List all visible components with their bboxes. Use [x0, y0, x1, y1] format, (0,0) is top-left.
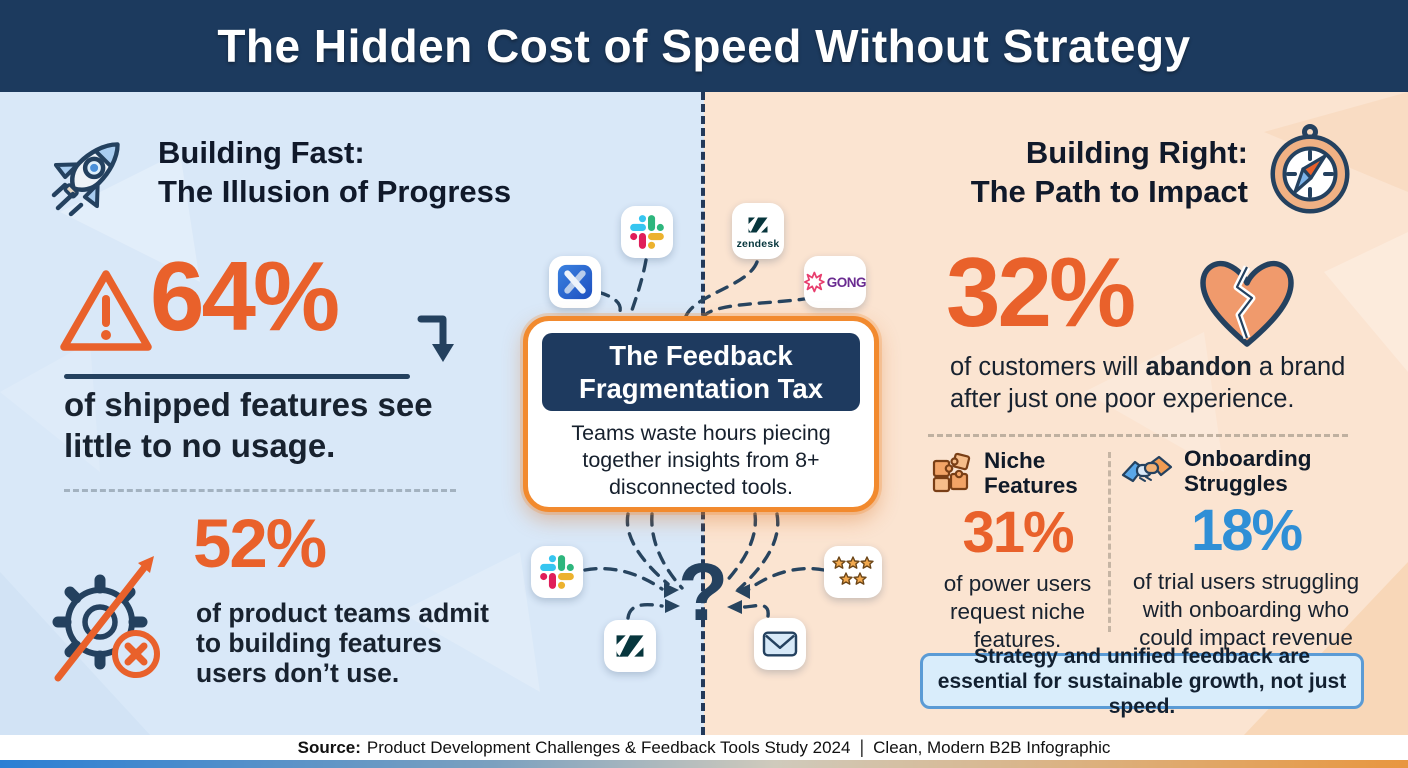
source-text: Product Development Challenges & Feedbac…	[366, 737, 851, 757]
card-title: The Feedback Fragmentation Tax	[542, 333, 860, 411]
source-label: Source:	[297, 737, 361, 757]
page-title: The Hidden Cost of Speed Without Strateg…	[217, 20, 1191, 72]
right-dashed-separator	[928, 434, 1348, 437]
down-arrow-icon	[417, 315, 454, 362]
column-dashed-divider	[1108, 452, 1111, 632]
question-mark: ?	[677, 547, 729, 638]
zendesk-tile-bottom	[604, 620, 656, 672]
footer-bar: Source: Product Development Challenges &…	[0, 735, 1408, 760]
fragmentation-tax-card: The Feedback Fragmentation Tax Teams was…	[523, 316, 879, 512]
stat-31-value: 31%	[962, 500, 1074, 565]
compass-icon	[1270, 124, 1350, 214]
star-reviews-icon	[832, 556, 874, 585]
zendesk-tile-top: zendesk	[732, 203, 784, 259]
stat-64-value: 64%	[150, 241, 340, 351]
gear-cross-icon	[52, 556, 160, 682]
niche-features-column: Niche Features 31% of power users reques…	[930, 448, 1105, 654]
onboarding-struggles-label: Onboarding Struggles	[1184, 446, 1312, 496]
stat-31-description: of power users request niche features.	[943, 571, 1092, 652]
bottom-gradient-bar	[0, 760, 1408, 768]
footer-separator: |	[859, 737, 865, 757]
left-heading-line2: The Illusion of Progress	[158, 174, 512, 209]
zendesk-label: zendesk	[736, 237, 780, 250]
email-icon	[762, 631, 798, 657]
slack-icon	[540, 555, 574, 589]
stat-52-description: of product teams admit to building featu…	[196, 598, 490, 688]
stat-64-underline	[64, 374, 410, 379]
right-heading-line2: The Path to Impact	[970, 174, 1248, 209]
blue-x-tool-tile	[549, 256, 601, 308]
strategy-callout-box: Strategy and unified feedback are essent…	[920, 645, 1364, 718]
stat-32-description: of customers will abandon a brand after …	[950, 353, 1346, 413]
broken-heart-icon	[1200, 260, 1294, 347]
zendesk-icon	[616, 635, 644, 657]
left-dashed-separator	[64, 489, 456, 492]
handshake-icon	[1121, 455, 1173, 483]
left-heading: Building Fast: The Illusion of Progress	[158, 133, 511, 211]
zendesk-icon	[748, 217, 768, 232]
slack-tile-top	[621, 206, 673, 258]
stat-64-description: of shipped features see little to no usa…	[64, 386, 433, 464]
puzzle-icon	[932, 452, 971, 493]
slack-tile-bottom	[531, 546, 583, 598]
gong-label: GONG	[826, 274, 867, 290]
email-tile	[754, 618, 806, 670]
stat-18-value: 18%	[1190, 498, 1303, 563]
stat-32-value: 32%	[946, 237, 1136, 347]
blue-x-tool-icon	[557, 264, 593, 300]
header-bar: The Hidden Cost of Speed Without Strateg…	[0, 0, 1408, 92]
gong-burst-icon	[804, 271, 825, 293]
left-heading-line1: Building Fast:	[158, 135, 365, 170]
warning-triangle-icon	[60, 270, 152, 351]
right-heading: Building Right: The Path to Impact	[971, 133, 1248, 211]
rocket-icon	[51, 142, 120, 217]
card-body-text: Teams waste hours piecing together insig…	[571, 421, 831, 499]
niche-features-label: Niche Features	[984, 448, 1078, 498]
stat-52-value: 52%	[193, 505, 327, 582]
slack-icon	[630, 215, 664, 249]
right-heading-line1: Building Right:	[1025, 135, 1248, 170]
gong-tile: GONG	[804, 256, 867, 308]
reviews-tile	[824, 546, 882, 598]
footer-tagline: Clean, Modern B2B Infographic	[873, 737, 1111, 757]
